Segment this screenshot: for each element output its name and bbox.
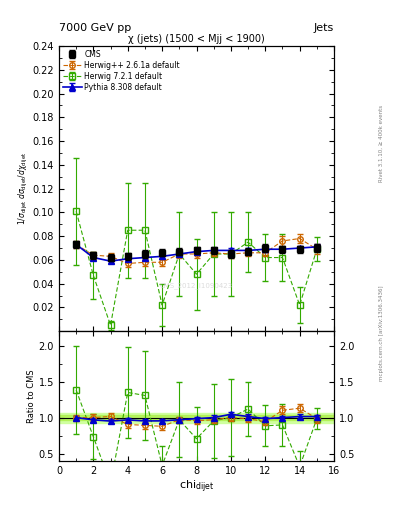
Text: CMS_2012_I1090423: CMS_2012_I1090423 xyxy=(160,282,233,289)
Y-axis label: $1/\sigma_\mathrm{dijet}\;d\sigma_\mathrm{dijet}/d\chi_\mathrm{dijet}$: $1/\sigma_\mathrm{dijet}\;d\sigma_\mathr… xyxy=(17,152,30,225)
X-axis label: chi$_\mathrm{dijet}$: chi$_\mathrm{dijet}$ xyxy=(179,478,214,495)
Text: 7000 GeV pp: 7000 GeV pp xyxy=(59,23,131,33)
Text: Rivet 3.1.10, ≥ 400k events: Rivet 3.1.10, ≥ 400k events xyxy=(379,105,384,182)
Text: Jets: Jets xyxy=(314,23,334,33)
Title: χ (jets) (1500 < Mjj < 1900): χ (jets) (1500 < Mjj < 1900) xyxy=(128,34,265,44)
Text: mcplots.cern.ch [arXiv:1306.3436]: mcplots.cern.ch [arXiv:1306.3436] xyxy=(379,285,384,380)
Legend: CMS, Herwig++ 2.6.1a default, Herwig 7.2.1 default, Pythia 8.308 default: CMS, Herwig++ 2.6.1a default, Herwig 7.2… xyxy=(61,48,181,93)
Y-axis label: Ratio to CMS: Ratio to CMS xyxy=(27,369,36,423)
